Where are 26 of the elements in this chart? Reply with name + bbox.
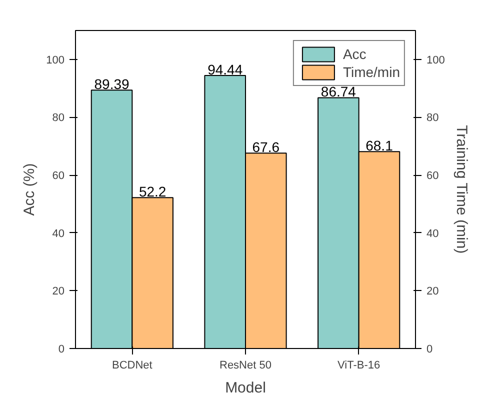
x-axis-title: Model xyxy=(225,380,266,396)
data-label: 67.6 xyxy=(252,139,280,156)
data-label: 52.2 xyxy=(138,184,166,200)
y-tick-label: 100 xyxy=(46,54,65,66)
y-tick-label: 40 xyxy=(52,228,65,240)
y-tick-label: 0 xyxy=(58,344,65,356)
y2-axis-title: Training Time (min) xyxy=(452,125,470,254)
data-label: 94.44 xyxy=(208,61,243,78)
data-label: 89.39 xyxy=(94,76,130,92)
x-tick-label: ViT-B-16 xyxy=(338,360,380,372)
x-tick-label: ResNet 50 xyxy=(220,360,272,372)
y-tick-label: 60 xyxy=(52,170,65,182)
y2-tick-label: 40 xyxy=(426,228,439,240)
data-label: 68.1 xyxy=(366,138,394,154)
y2-tick-label: 20 xyxy=(426,286,439,298)
y-axis-title: Acc (%) xyxy=(21,163,38,216)
x-tick-label: BCDNet xyxy=(112,360,152,372)
y-tick-label: 20 xyxy=(52,286,65,298)
y-tick-label: 80 xyxy=(52,112,65,124)
legend-label: Time/min xyxy=(342,64,400,80)
y2-tick-label: 80 xyxy=(426,112,439,124)
y2-tick-label: 60 xyxy=(426,170,439,182)
y2-tick-label: 100 xyxy=(426,54,445,66)
data-label: 86.74 xyxy=(320,84,356,100)
legend-label: Acc xyxy=(342,46,366,62)
y2-tick-label: 0 xyxy=(426,344,433,356)
